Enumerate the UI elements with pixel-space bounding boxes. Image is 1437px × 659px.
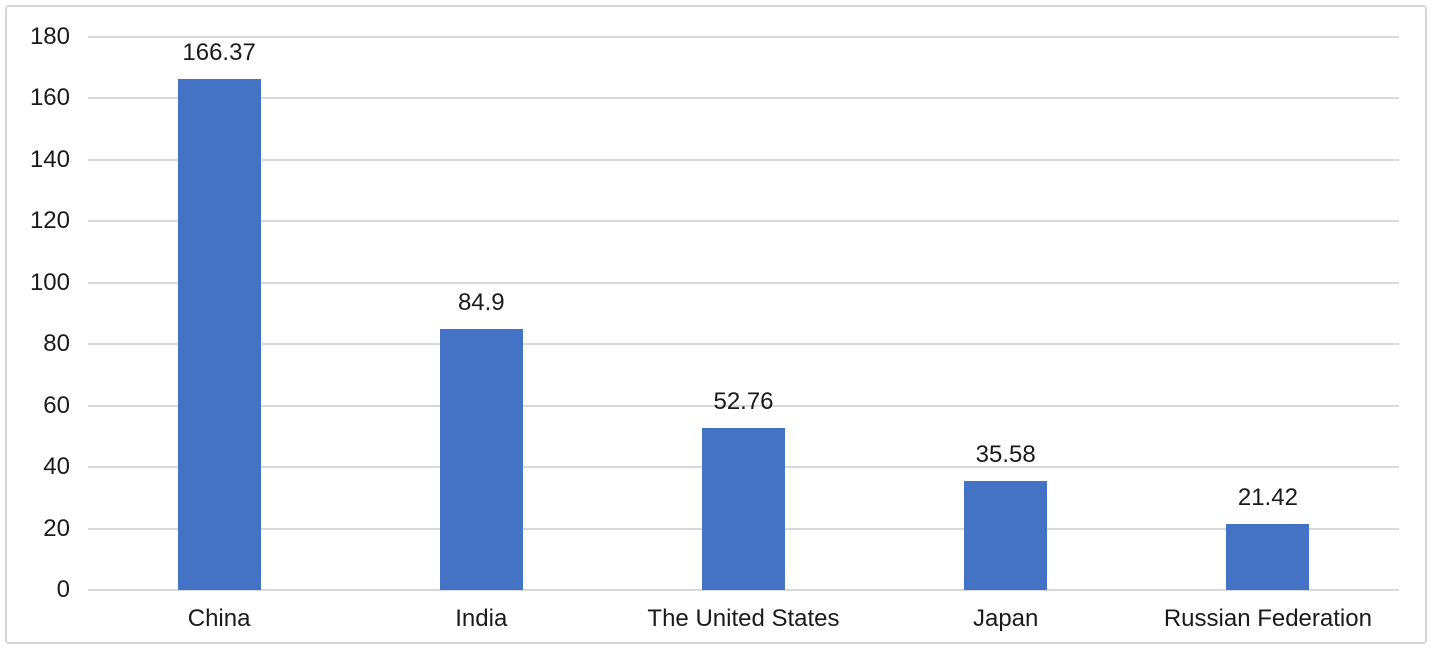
y-axis-tick-label: 140 — [29, 145, 70, 173]
data-label-the-united-states: 52.76 — [713, 387, 774, 415]
category-label-india: India — [455, 605, 508, 632]
bar-india — [439, 329, 523, 590]
category-label-japan: Japan — [972, 605, 1039, 632]
y-axis-tick-label: 160 — [29, 84, 70, 112]
gridline — [88, 220, 1399, 223]
data-label-china: 166.37 — [182, 38, 256, 66]
x-axis-line — [88, 589, 1399, 591]
category-label-russian-federation: Russian Federation — [1163, 605, 1372, 632]
category-label-china: China — [187, 605, 251, 632]
y-axis-tick-label: 60 — [43, 391, 70, 419]
bar-russian-federation — [1226, 524, 1310, 590]
y-axis-tick-label: 0 — [56, 576, 70, 603]
gridline — [88, 281, 1399, 284]
data-label-india: 84.9 — [457, 289, 505, 317]
y-axis-tick-label: 100 — [29, 268, 70, 296]
gridline — [88, 36, 1399, 38]
gridline — [88, 404, 1399, 407]
category-label-the-united-states: The United States — [647, 605, 840, 632]
data-label-japan: 35.58 — [975, 440, 1036, 468]
y-axis-tick-label: 20 — [43, 514, 70, 542]
gridline — [88, 97, 1399, 100]
y-axis-tick-label: 80 — [43, 330, 70, 358]
y-axis-tick-label: 120 — [29, 207, 70, 235]
gridline — [88, 158, 1399, 161]
y-axis-tick-label: 180 — [29, 23, 70, 50]
bar-the-united-states — [702, 427, 785, 590]
bar-japan — [964, 480, 1048, 590]
gridline — [88, 343, 1399, 346]
data-label-russian-federation: 21.42 — [1237, 484, 1298, 512]
y-axis-tick-label: 40 — [43, 453, 70, 481]
bar-china — [177, 78, 261, 590]
